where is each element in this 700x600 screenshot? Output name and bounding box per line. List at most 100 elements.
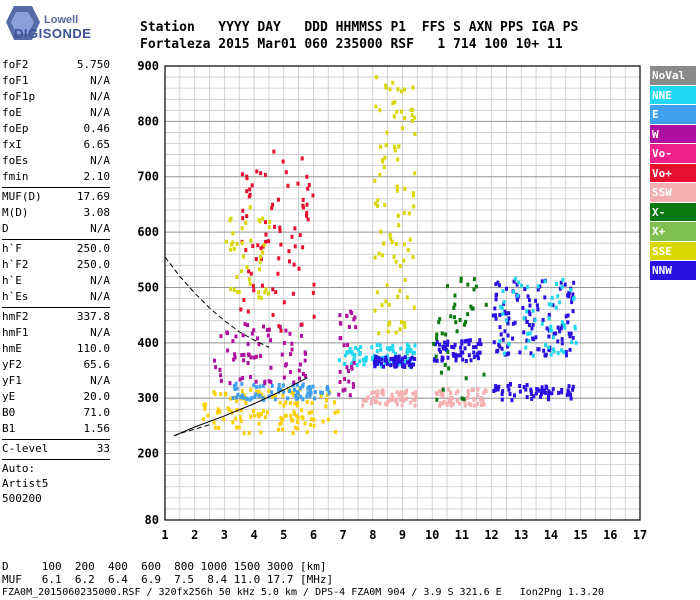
echo-point: [379, 144, 383, 149]
echo-point: [278, 229, 282, 234]
logo-mark-icon: [6, 6, 40, 40]
echo-point: [305, 213, 309, 218]
param-value: N/A: [90, 222, 110, 235]
echo-point: [246, 323, 250, 328]
echo-point: [265, 410, 269, 415]
echo-point: [405, 295, 409, 300]
echo-point: [215, 410, 219, 415]
echo-point: [433, 342, 437, 347]
echo-point: [281, 383, 285, 388]
echo-point: [569, 396, 573, 401]
echo-point: [459, 345, 463, 350]
echo-point: [299, 394, 303, 399]
echo-point: [248, 281, 252, 286]
curve-dashed: [164, 256, 270, 348]
echo-point: [525, 319, 529, 324]
echo-point: [554, 331, 558, 336]
echo-point: [560, 320, 564, 325]
echo-point: [471, 387, 475, 392]
echo-point: [239, 408, 243, 413]
echo-point: [391, 101, 395, 106]
echo-point: [440, 355, 444, 360]
echo-point: [255, 389, 259, 394]
echo-point: [397, 359, 401, 364]
echo-point: [231, 240, 235, 245]
echo-point: [237, 425, 241, 430]
echo-point: [454, 391, 458, 396]
echo-point: [387, 302, 391, 307]
echo-point: [460, 339, 464, 344]
echo-point: [378, 108, 382, 113]
echo-point: [394, 330, 398, 335]
echo-point: [240, 172, 244, 177]
param-name: M(D): [2, 206, 29, 219]
echo-point: [333, 400, 337, 405]
echo-point: [293, 244, 297, 249]
echo-point: [511, 321, 515, 326]
echo-point: [244, 248, 248, 253]
logo-text-lowell: Lowell: [44, 14, 79, 26]
echo-point: [564, 314, 568, 319]
echo-point: [264, 239, 268, 244]
echo-point: [439, 349, 443, 354]
echo-point: [473, 403, 477, 408]
x-tick-label: 9: [399, 528, 406, 542]
echo-point: [240, 381, 244, 386]
echo-point: [244, 401, 248, 406]
echo-point: [403, 87, 407, 92]
echo-point: [413, 403, 417, 408]
echo-point: [263, 381, 267, 386]
echo-point: [245, 396, 249, 401]
echo-point: [476, 387, 480, 392]
param-row: h`E N/A: [2, 274, 110, 290]
footer-distance-row: D 100 200 400 600 800 1000 1500 3000 [km…: [2, 560, 327, 573]
echo-point: [292, 387, 296, 392]
echo-point: [498, 339, 502, 344]
echo-point: [402, 359, 406, 364]
echo-point: [547, 302, 551, 307]
echo-point: [311, 193, 315, 198]
echo-point: [529, 351, 533, 356]
echo-point: [216, 407, 220, 412]
echo-point: [386, 329, 390, 334]
echo-point: [259, 246, 263, 251]
param-value: N/A: [90, 90, 110, 103]
param-value: 17.69: [76, 190, 110, 203]
echo-point: [257, 393, 261, 398]
echo-point: [274, 290, 278, 295]
echo-point: [381, 392, 385, 397]
echo-point: [393, 351, 397, 356]
echo-point: [394, 259, 398, 264]
echo-point: [267, 327, 271, 332]
echo-point: [403, 355, 407, 360]
echo-point: [281, 417, 285, 422]
echo-point: [231, 395, 235, 400]
echo-point: [566, 388, 570, 393]
echo-point: [373, 358, 377, 363]
echo-point: [445, 284, 449, 289]
param-row: foE N/A: [2, 106, 110, 122]
echo-point: [559, 326, 563, 331]
echo-point: [262, 324, 266, 329]
echo-point: [412, 362, 416, 367]
echo-point: [481, 398, 485, 403]
echo-point: [526, 331, 530, 336]
echo-point: [271, 287, 275, 292]
echo-point: [405, 348, 409, 353]
echo-point: [442, 399, 446, 404]
echo-point: [206, 413, 210, 418]
echo-point: [402, 321, 406, 326]
echo-point: [240, 240, 244, 245]
x-tick-label: 7: [340, 528, 347, 542]
echo-point: [267, 379, 271, 384]
echo-point: [232, 287, 236, 292]
echo-point: [405, 360, 409, 365]
echo-point: [276, 197, 280, 202]
direction-legend: NoVal NNE E W Vo- Vo+ SSW X- X+ SSE NNW: [650, 66, 696, 281]
echo-point: [455, 329, 459, 334]
echo-point: [413, 398, 417, 403]
echo-point: [338, 313, 342, 318]
echo-point: [407, 344, 411, 349]
echo-point: [253, 394, 257, 399]
echo-point: [252, 409, 256, 414]
